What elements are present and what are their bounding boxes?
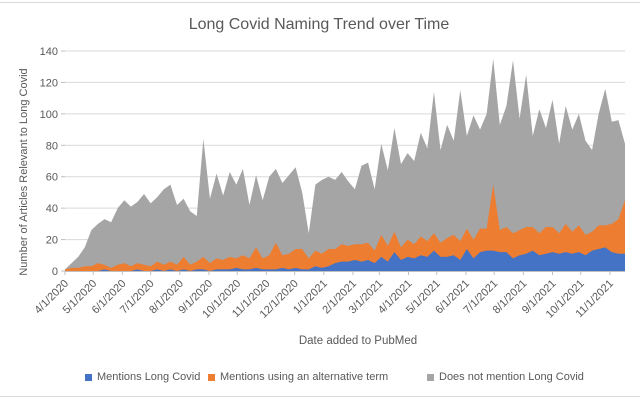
area-series-alternative-term — [65, 184, 625, 271]
y-axis-title: Number of Articles Relevant to Long Covi… — [18, 68, 30, 276]
y-tick-label: 60 — [46, 172, 58, 184]
area-series-does-not-mention — [65, 58, 625, 271]
y-tick-label: 80 — [46, 140, 58, 152]
legend-label: Mentions Long Covid — [97, 371, 201, 383]
y-tick-label: 0 — [52, 266, 58, 278]
area-series-mentions-long-covid — [65, 247, 625, 271]
legend-item-mentions-long-covid: Mentions Long Covid — [85, 371, 200, 383]
y-tick-label: 40 — [46, 203, 58, 215]
y-tick-label: 120 — [40, 77, 58, 89]
y-tick-label: 140 — [40, 46, 58, 58]
legend-item-does-not-mention: Does not mention Long Covid — [427, 371, 584, 383]
frame-border-top — [0, 2, 640, 3]
x-axis-title: Date added to PubMed — [298, 335, 418, 347]
legend-swatch-orange-icon — [208, 373, 215, 381]
frame-border-bottom — [0, 396, 640, 397]
legend-swatch-gray-icon — [427, 373, 434, 381]
legend-swatch-blue-icon — [85, 373, 92, 381]
chart-title: Long Covid Naming Trend over Time — [188, 16, 450, 33]
legend-label: Mentions using an alternative term — [220, 371, 389, 383]
y-tick-label: 20 — [46, 235, 58, 247]
legend-label: Does not mention Long Covid — [439, 371, 584, 383]
y-tick-label: 100 — [40, 109, 58, 121]
legend-item-alternative-term: Mentions using an alternative term — [208, 371, 388, 383]
